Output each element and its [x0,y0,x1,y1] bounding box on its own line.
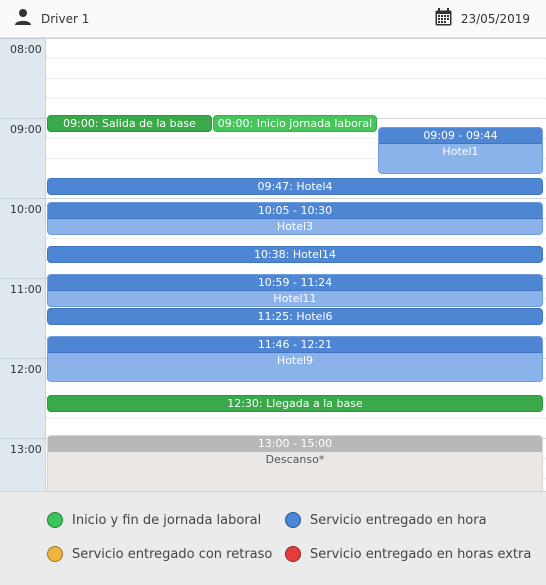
legend-item: Inicio y fin de jornada laboral [47,510,261,530]
event-salida-base[interactable]: 09:00: Salida de la base [47,115,212,132]
driver-selector[interactable]: Driver 1 [14,8,89,30]
event-llegada-base[interactable]: 12:30: Llegada a la base [47,395,543,412]
legend-dot-green [47,512,63,528]
event-location: Hotel1 [442,145,479,158]
hour-line [46,198,546,199]
legend-dot-red [285,546,301,562]
schedule-header: Driver 1 23/05/2019 [0,0,546,38]
event-location: Hotel11 [273,292,317,305]
legend-dot-blue [285,512,301,528]
slot-line [46,418,546,419]
day-schedule[interactable]: 08:00 09:00 10:00 11:00 12:00 13:00 09:0… [0,38,546,491]
slot-line [46,98,546,99]
event-hotel4[interactable]: 09:47: Hotel4 [47,178,543,195]
legend-item: Servicio entregado en hora [285,510,487,530]
hour-label: 09:00 [0,118,45,198]
hour-label: 11:00 [0,278,45,358]
legend-dot-orange [47,546,63,562]
hour-label: 10:00 [0,198,45,278]
legend-item: Servicio entregado con retraso [47,544,272,564]
event-descanso[interactable]: 13:00 - 15:00 Descanso* [47,435,543,491]
hour-label: 13:00 [0,438,45,491]
event-time: 11:46 - 12:21 [48,337,542,353]
event-time: 10:05 - 10:30 [48,203,542,219]
status-legend: Inicio y fin de jornada laboral Servicio… [0,491,546,585]
calendar-icon [435,8,452,30]
slot-line [46,238,546,239]
event-location: Hotel9 [276,354,314,367]
slot-line [46,158,546,159]
event-location: Descanso* [265,453,325,466]
legend-label: Servicio entregado en horas extra [310,546,532,562]
event-hotel3[interactable]: 10:05 - 10:30 Hotel3 [47,202,543,235]
hour-line [46,38,546,39]
hour-label: 12:00 [0,358,45,438]
legend-label: Servicio entregado en hora [310,512,487,528]
legend-item: Servicio entregado en horas extra [285,544,531,564]
slot-line [46,58,546,59]
driver-name: Driver 1 [41,12,90,26]
event-time: 09:09 - 09:44 [379,128,542,144]
time-column: 08:00 09:00 10:00 11:00 12:00 13:00 [0,38,46,491]
event-hotel9[interactable]: 11:46 - 12:21 Hotel9 [47,336,543,382]
hour-label: 08:00 [0,38,45,118]
slot-line [46,138,546,139]
event-hotel14[interactable]: 10:38: Hotel14 [47,246,543,263]
event-hotel11[interactable]: 10:59 - 11:24 Hotel11 [47,274,543,307]
legend-label: Inicio y fin de jornada laboral [72,512,262,528]
event-time: 13:00 - 15:00 [48,436,542,452]
user-icon [14,8,32,30]
event-location: Hotel3 [276,220,314,233]
event-inicio-jornada[interactable]: 09:00: Inicio jornada laboral [213,115,377,132]
schedule-grid[interactable]: 09:00: Salida de la base 09:00: Inicio j… [46,38,546,491]
slot-line [46,78,546,79]
event-time: 10:59 - 11:24 [48,275,542,291]
selected-date: 23/05/2019 [460,12,530,26]
event-hotel6[interactable]: 11:25: Hotel6 [47,308,543,325]
event-hotel1[interactable]: 09:09 - 09:44 Hotel1 [378,127,543,174]
legend-label: Servicio entregado con retraso [72,546,273,562]
date-selector[interactable]: 23/05/2019 [435,8,530,30]
